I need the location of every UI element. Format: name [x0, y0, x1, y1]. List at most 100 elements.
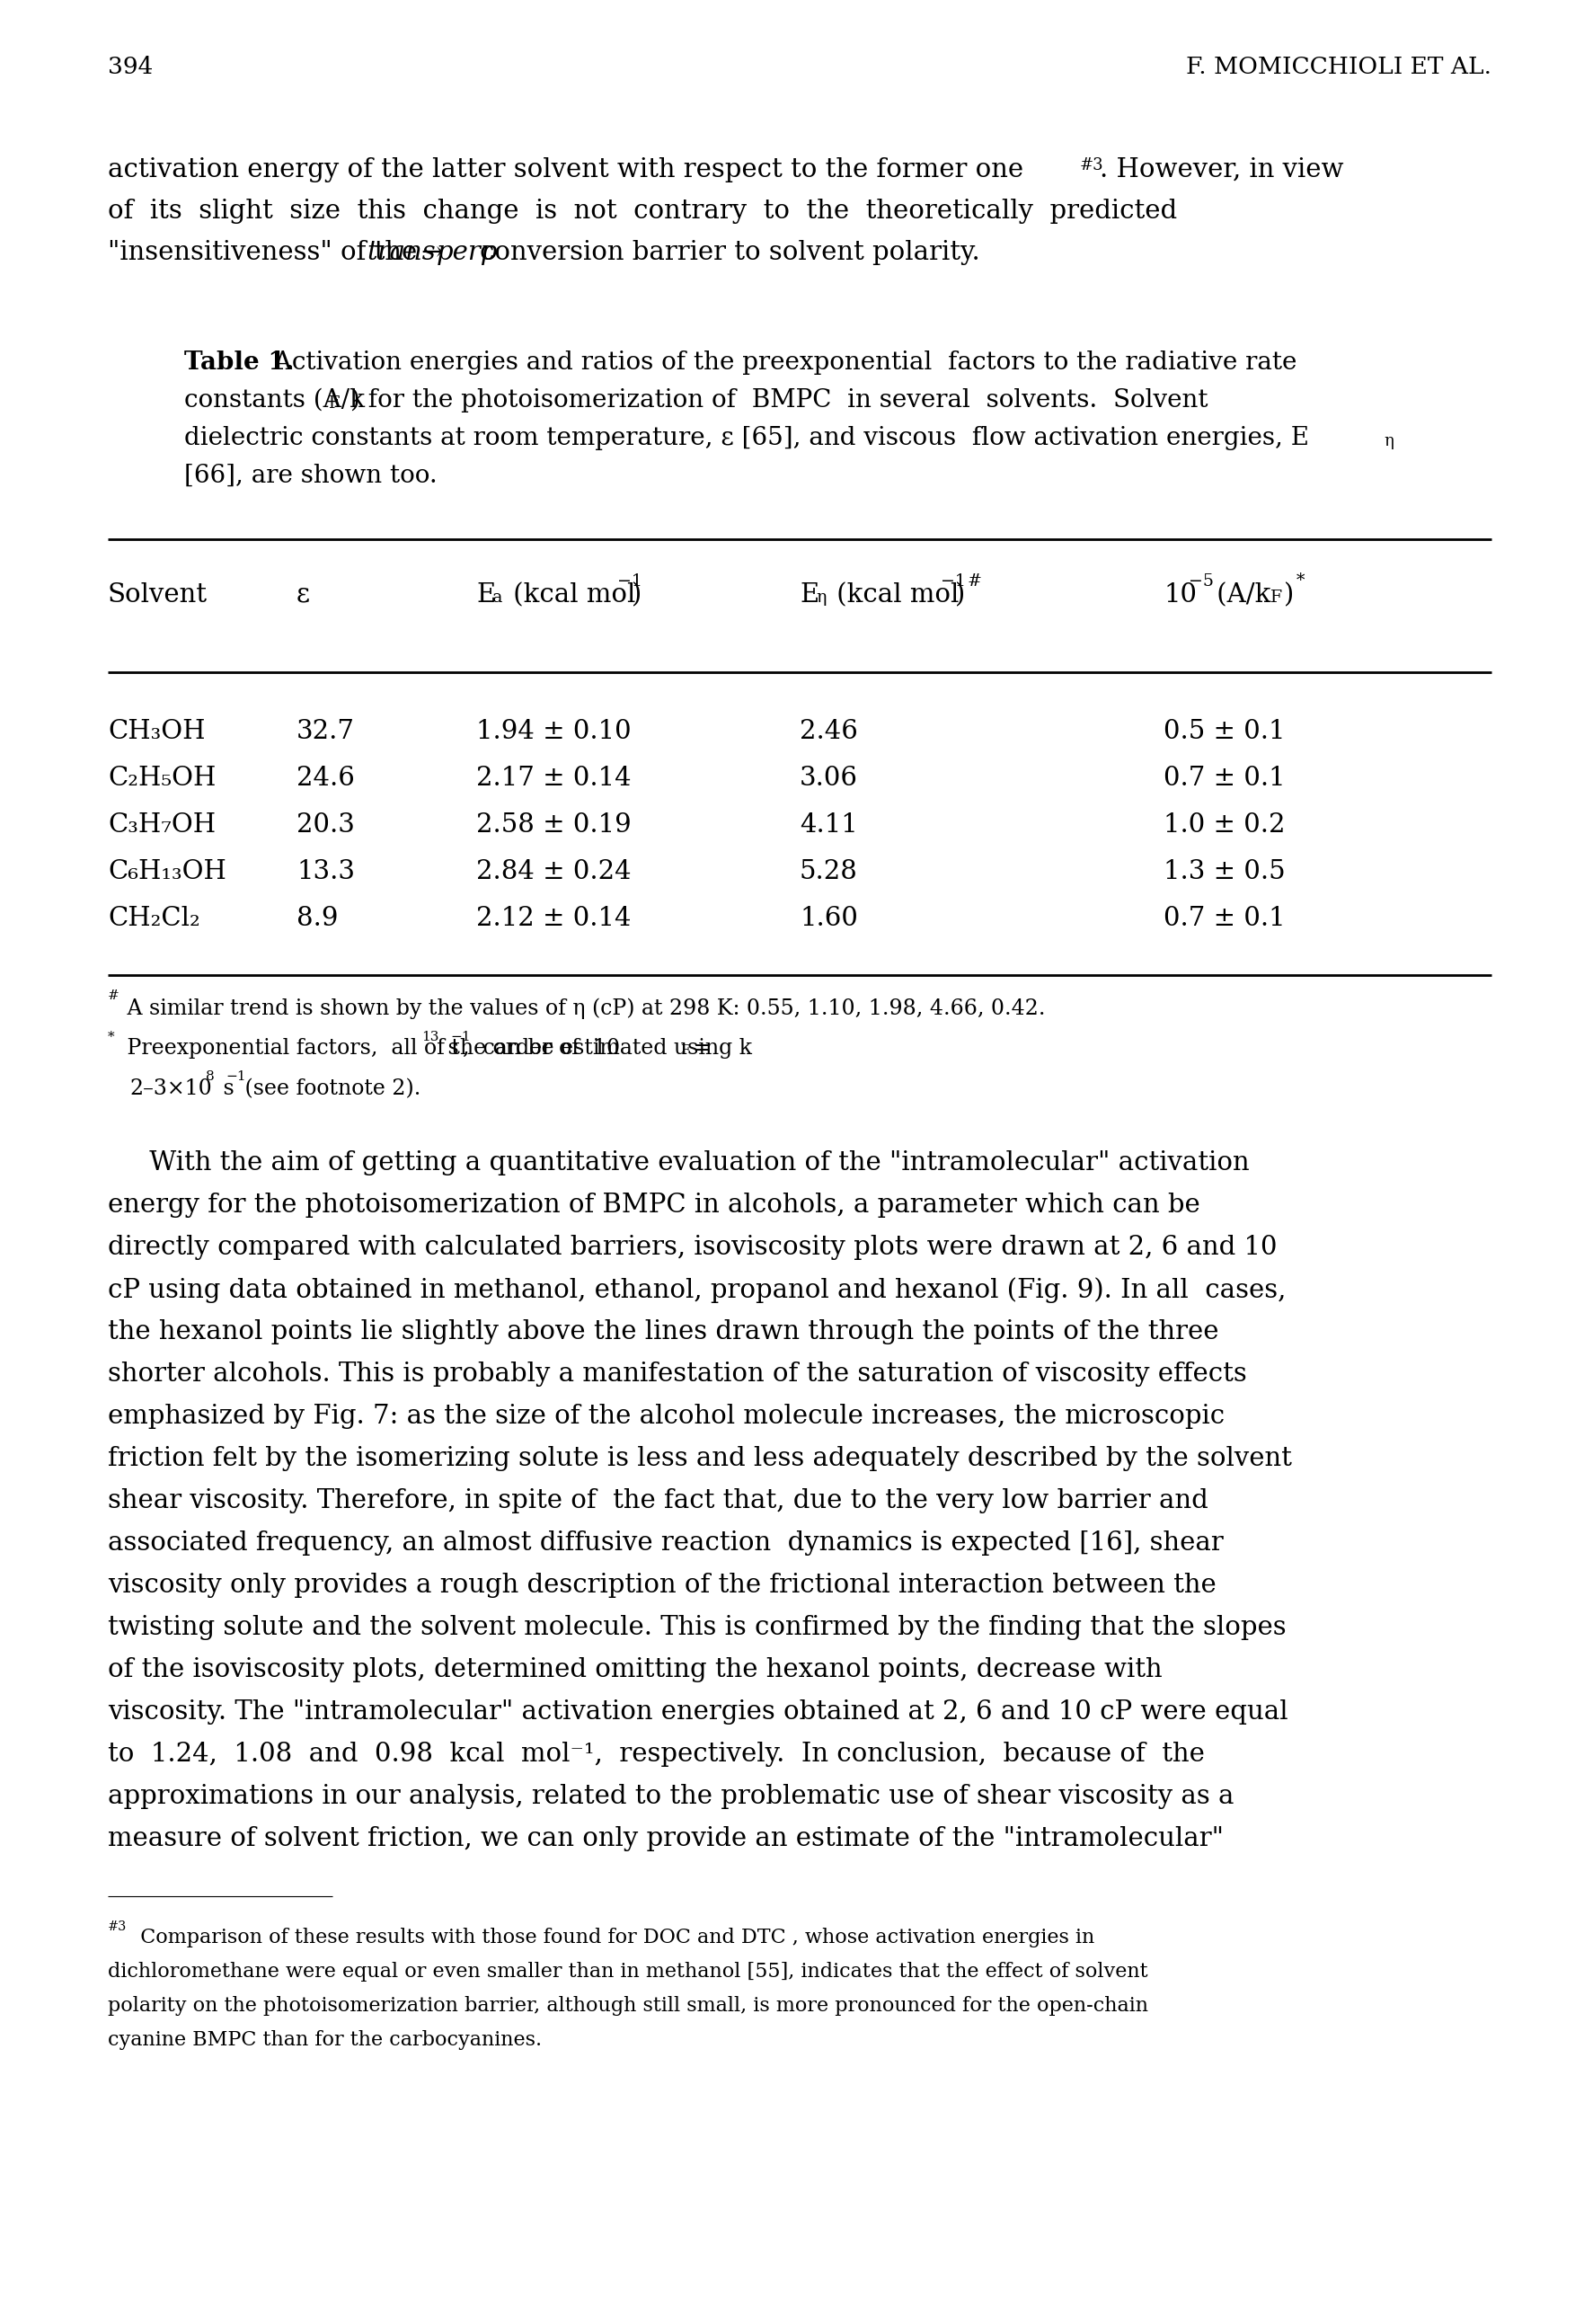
Text: 1.0 ± 0.2: 1.0 ± 0.2 — [1164, 813, 1285, 837]
Text: ): ) — [955, 583, 965, 607]
Text: cP using data obtained in methanol, ethanol, propanol and hexanol (Fig. 9). In a: cP using data obtained in methanol, etha… — [108, 1276, 1286, 1304]
Text: 8.9: 8.9 — [296, 906, 339, 932]
Text: Comparison of these results with those found for DOC and DTC , whose activation : Comparison of these results with those f… — [128, 1927, 1095, 1948]
Text: a: a — [493, 590, 502, 607]
Text: 2–3×10: 2–3×10 — [130, 1078, 212, 1099]
Text: F: F — [328, 395, 339, 411]
Text: Solvent: Solvent — [108, 583, 208, 607]
Text: 2.46: 2.46 — [800, 718, 859, 744]
Text: F: F — [680, 1043, 689, 1057]
Text: (kcal mol: (kcal mol — [828, 583, 958, 607]
Text: #3: #3 — [108, 1920, 127, 1934]
Text: CH₃OH: CH₃OH — [108, 718, 206, 744]
Text: 0.5 ± 0.1: 0.5 ± 0.1 — [1164, 718, 1285, 744]
Text: ): ) — [632, 583, 642, 607]
Text: activation energy of the latter solvent with respect to the former one: activation energy of the latter solvent … — [108, 158, 1023, 181]
Text: 0.7 ± 0.1: 0.7 ± 0.1 — [1164, 906, 1285, 932]
Text: to  1.24,  1.08  and  0.98  kcal  mol⁻¹,  respectively.  In conclusion,  because: to 1.24, 1.08 and 0.98 kcal mol⁻¹, respe… — [108, 1741, 1205, 1766]
Text: CH₂Cl₂: CH₂Cl₂ — [108, 906, 200, 932]
Text: viscosity only provides a rough description of the frictional interaction betwee: viscosity only provides a rough descript… — [108, 1573, 1217, 1599]
Text: →: → — [420, 239, 442, 265]
Text: approximations in our analysis, related to the problematic use of shear viscosit: approximations in our analysis, related … — [108, 1785, 1234, 1808]
Text: η: η — [1384, 432, 1394, 449]
Text: E: E — [800, 583, 819, 607]
Text: 5.28: 5.28 — [800, 860, 859, 885]
Text: polarity on the photoisomerization barrier, although still small, is more pronou: polarity on the photoisomerization barri… — [108, 1996, 1148, 2015]
Text: s: s — [217, 1078, 234, 1099]
Text: shorter alcohols. This is probably a manifestation of the saturation of viscosit: shorter alcohols. This is probably a man… — [108, 1362, 1247, 1387]
Text: *: * — [108, 1030, 114, 1043]
Text: *: * — [1296, 574, 1305, 588]
Text: 24.6: 24.6 — [296, 765, 355, 790]
Text: of the isoviscosity plots, determined omitting the hexanol points, decrease with: of the isoviscosity plots, determined om… — [108, 1657, 1163, 1683]
Text: C₃H₇OH: C₃H₇OH — [108, 813, 215, 837]
Text: trans: trans — [366, 239, 436, 265]
Text: =: = — [692, 1039, 711, 1060]
Text: dichloromethane were equal or even smaller than in methanol [55], indicates that: dichloromethane were equal or even small… — [108, 1961, 1148, 1982]
Text: 2.12 ± 0.14: 2.12 ± 0.14 — [477, 906, 630, 932]
Text: 13.3: 13.3 — [296, 860, 355, 885]
Text: 32.7: 32.7 — [296, 718, 355, 744]
Text: 20.3: 20.3 — [296, 813, 355, 837]
Text: associated frequency, an almost diffusive reaction  dynamics is expected [16], s: associated frequency, an almost diffusiv… — [108, 1532, 1223, 1555]
Text: perp: perp — [437, 239, 497, 265]
Text: −1: −1 — [450, 1030, 470, 1043]
Text: dielectric constants at room temperature, ε [65], and viscous  flow activation e: dielectric constants at room temperature… — [184, 425, 1308, 451]
Text: η: η — [816, 590, 827, 607]
Text: ): ) — [1285, 583, 1294, 607]
Text: "insensitiveness" of the: "insensitiveness" of the — [108, 239, 426, 265]
Text: (kcal mol: (kcal mol — [505, 583, 635, 607]
Text: 10: 10 — [1164, 583, 1198, 607]
Text: 13: 13 — [421, 1030, 439, 1043]
Text: C₂H₅OH: C₂H₅OH — [108, 765, 215, 790]
Text: cyanine BMPC than for the carbocyanines.: cyanine BMPC than for the carbocyanines. — [108, 2031, 542, 2050]
Text: ,  can be estimated using k: , can be estimated using k — [463, 1039, 752, 1060]
Text: conversion barrier to solvent polarity.: conversion barrier to solvent polarity. — [480, 239, 980, 265]
Text: #: # — [968, 574, 982, 588]
Text: A similar trend is shown by the values of η (cP) at 298 K: 0.55, 1.10, 1.98, 4.6: A similar trend is shown by the values o… — [120, 997, 1045, 1018]
Text: Preexponential factors,  all of the order of  10: Preexponential factors, all of the order… — [120, 1039, 619, 1060]
Text: 2.84 ± 0.24: 2.84 ± 0.24 — [477, 860, 632, 885]
Text: #3: #3 — [1080, 158, 1104, 174]
Text: Activation energies and ratios of the preexponential  factors to the radiative r: Activation energies and ratios of the pr… — [258, 351, 1297, 374]
Text: 1.60: 1.60 — [800, 906, 859, 932]
Text: 0.7 ± 0.1: 0.7 ± 0.1 — [1164, 765, 1285, 790]
Text: 2.17 ± 0.14: 2.17 ± 0.14 — [477, 765, 632, 790]
Text: −1: −1 — [941, 574, 966, 588]
Text: 1.94 ± 0.10: 1.94 ± 0.10 — [477, 718, 632, 744]
Text: 1.3 ± 0.5: 1.3 ± 0.5 — [1164, 860, 1285, 885]
Text: −5: −5 — [1188, 574, 1213, 588]
Text: Table 1.: Table 1. — [184, 351, 295, 374]
Text: 8: 8 — [206, 1071, 214, 1083]
Text: the hexanol points lie slightly above the lines drawn through the points of the : the hexanol points lie slightly above th… — [108, 1320, 1218, 1343]
Text: −1: −1 — [225, 1071, 246, 1083]
Text: #: # — [108, 990, 119, 1002]
Text: s: s — [442, 1039, 459, 1060]
Text: of  its  slight  size  this  change  is  not  contrary  to  the  theoretically  : of its slight size this change is not co… — [108, 198, 1177, 223]
Text: F. MOMICCHIOLI ET AL.: F. MOMICCHIOLI ET AL. — [1186, 56, 1492, 79]
Text: measure of solvent friction, we can only provide an estimate of the "intramolecu: measure of solvent friction, we can only… — [108, 1827, 1224, 1852]
Text: 3.06: 3.06 — [800, 765, 859, 790]
Text: constants (A/k: constants (A/k — [184, 388, 364, 411]
Text: emphasized by Fig. 7: as the size of the alcohol molecule increases, the microsc: emphasized by Fig. 7: as the size of the… — [108, 1404, 1224, 1429]
Text: twisting solute and the solvent molecule. This is confirmed by the finding that : twisting solute and the solvent molecule… — [108, 1615, 1286, 1641]
Text: directly compared with calculated barriers, isoviscosity plots were drawn at 2, : directly compared with calculated barrie… — [108, 1234, 1277, 1260]
Text: −1: −1 — [618, 574, 643, 588]
Text: 394: 394 — [108, 56, 154, 79]
Text: 2.58 ± 0.19: 2.58 ± 0.19 — [477, 813, 632, 837]
Text: (see footnote 2).: (see footnote 2). — [238, 1078, 421, 1099]
Text: ) for the photoisomerization of  BMPC  in several  solvents.  Solvent: ) for the photoisomerization of BMPC in … — [350, 388, 1209, 414]
Text: . However, in view: . However, in view — [1099, 158, 1343, 181]
Text: With the aim of getting a quantitative evaluation of the "intramolecular" activa: With the aim of getting a quantitative e… — [108, 1150, 1250, 1176]
Text: shear viscosity. Therefore, in spite of  the fact that, due to the very low barr: shear viscosity. Therefore, in spite of … — [108, 1487, 1209, 1513]
Text: 4.11: 4.11 — [800, 813, 859, 837]
Text: F: F — [1269, 590, 1281, 607]
Text: C₆H₁₃OH: C₆H₁₃OH — [108, 860, 227, 885]
Text: E: E — [477, 583, 496, 607]
Text: [66], are shown too.: [66], are shown too. — [184, 465, 437, 488]
Text: energy for the photoisomerization of BMPC in alcohols, a parameter which can be: energy for the photoisomerization of BMP… — [108, 1192, 1201, 1218]
Text: (A/k: (A/k — [1209, 583, 1270, 607]
Text: ε: ε — [296, 583, 310, 607]
Text: viscosity. The "intramolecular" activation energies obtained at 2, 6 and 10 cP w: viscosity. The "intramolecular" activati… — [108, 1699, 1288, 1724]
Text: friction felt by the isomerizing solute is less and less adequately described by: friction felt by the isomerizing solute … — [108, 1446, 1293, 1471]
